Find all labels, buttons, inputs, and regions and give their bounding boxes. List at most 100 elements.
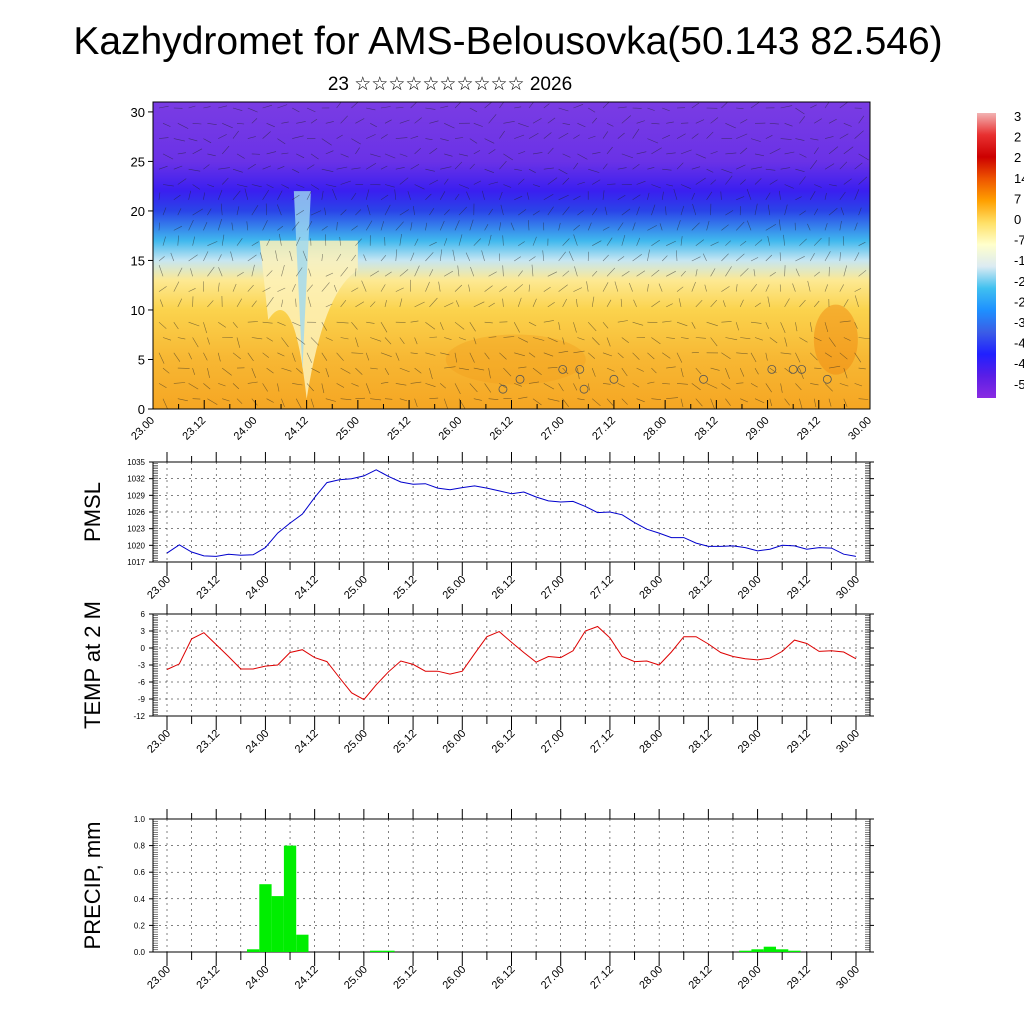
chart-title: Kazhydromet for AMS-Belousovka(50.143 82…	[73, 20, 942, 63]
y-tick-label: 0.2	[134, 921, 146, 930]
colorbar-label: -2	[1014, 274, 1024, 289]
y-tick-label: 1026	[127, 508, 145, 517]
x-tick-label: 30.00	[834, 728, 862, 756]
plot-frame	[153, 614, 870, 716]
x-tick-label: 27.00	[539, 964, 567, 992]
x-tick-label: 27.00	[539, 728, 567, 756]
x-tick-label: 24.00	[244, 574, 272, 602]
x-tick-label: 23.00	[145, 964, 173, 992]
x-tick-label: 28.12	[687, 574, 715, 602]
y-tick-label: 0.4	[134, 895, 146, 904]
x-tick-label: 27.00	[539, 415, 567, 443]
x-tick-label: 26.12	[490, 728, 518, 756]
y-tick-label: 1.0	[134, 815, 146, 824]
x-tick-label: 26.12	[490, 574, 518, 602]
x-tick-label: 25.00	[342, 964, 370, 992]
y-tick-label: -6	[138, 678, 146, 687]
precip-bar	[272, 896, 284, 952]
x-tick-label: 27.12	[588, 574, 616, 602]
x-tick-label: 24.00	[244, 964, 272, 992]
x-tick-label: 25.12	[391, 728, 419, 756]
x-tick-label: 25.00	[342, 574, 370, 602]
precip-bar	[764, 947, 776, 952]
y-tick-label: 1035	[127, 458, 145, 467]
precip-bar	[284, 846, 296, 952]
colorbar-label: 2	[1014, 150, 1021, 165]
y-tick-label: -9	[138, 695, 146, 704]
precip-bar	[247, 949, 259, 952]
colorbar-label: -2	[1014, 294, 1024, 309]
precip-bar	[382, 951, 394, 952]
precip-bar	[776, 949, 788, 952]
x-tick-label: 23.00	[145, 728, 173, 756]
x-tick-label: 27.12	[590, 415, 618, 443]
colorbar-label: -4	[1014, 356, 1024, 371]
y-tick-label: 0.0	[134, 948, 146, 957]
colorbar-label: -3	[1014, 315, 1024, 330]
x-tick-label: 29.12	[795, 415, 823, 443]
y-tick-label: 1023	[127, 525, 145, 534]
heatmap-field	[153, 99, 870, 410]
x-tick-label: 29.12	[785, 964, 813, 992]
precip-bar	[296, 935, 308, 952]
x-tick-label: 30.00	[834, 574, 862, 602]
x-tick-label: 26.00	[440, 964, 468, 992]
y-tick-label: 0.8	[134, 842, 146, 851]
colorbar-label: -7	[1014, 233, 1024, 248]
y-tick-label: 5	[138, 352, 145, 367]
x-tick-label: 29.00	[736, 964, 764, 992]
colorbar-label: -1	[1014, 253, 1024, 268]
x-tick-label: 25.00	[342, 728, 370, 756]
x-tick-label: 26.12	[488, 415, 516, 443]
x-tick-label: 26.00	[440, 574, 468, 602]
colorbar-label: 3	[1014, 109, 1021, 124]
x-tick-label: 24.12	[283, 415, 311, 443]
plots-layer: 0 5 10 15 20 25 30 23.00 23.12 24.00 24.12 25.00 25.…	[80, 99, 1024, 991]
y-tick-label: 10	[131, 303, 145, 318]
y-axis-label: PMSL	[80, 482, 105, 542]
precip-bar	[751, 949, 763, 952]
x-tick-label: 23.12	[194, 964, 222, 992]
colorbar-label: 7	[1014, 191, 1021, 206]
heatmap-warm-core	[814, 305, 858, 375]
x-tick-label: 27.12	[588, 728, 616, 756]
chart-subtitle: 23 ☆☆☆☆☆☆☆☆☆☆ 2026	[328, 74, 572, 95]
y-tick-label: 0.6	[134, 868, 146, 877]
x-tick-label: 24.12	[293, 728, 321, 756]
y-tick-label: 25	[131, 154, 145, 169]
precip-bar	[259, 884, 271, 952]
precip-bar	[788, 951, 800, 952]
series-line	[167, 470, 856, 557]
y-tick-label: 1020	[127, 541, 145, 550]
y-tick-label: 30	[131, 105, 145, 120]
x-tick-label: 28.12	[693, 415, 721, 443]
y-tick-label: 15	[131, 253, 145, 268]
x-tick-label: 29.00	[736, 574, 764, 602]
precip-bar	[739, 951, 751, 952]
colorbar-label: -4	[1014, 336, 1024, 351]
x-tick-label: 28.12	[687, 728, 715, 756]
x-tick-label: 29.00	[736, 728, 764, 756]
colorbar-label: 14	[1014, 171, 1024, 186]
colorbar-label: 2	[1014, 130, 1021, 145]
x-tick-label: 30.00	[846, 415, 874, 443]
x-tick-label: 25.12	[391, 574, 419, 602]
x-tick-label: 28.12	[687, 964, 715, 992]
y-tick-label: 1032	[127, 475, 145, 484]
x-tick-label: 28.00	[637, 728, 665, 756]
x-tick-label: 28.00	[637, 964, 665, 992]
y-tick-label: 0	[141, 644, 146, 653]
x-tick-label: 25.00	[334, 415, 362, 443]
x-tick-label: 26.12	[490, 964, 518, 992]
x-tick-label: 24.00	[244, 728, 272, 756]
x-tick-label: 24.00	[232, 415, 260, 443]
x-tick-label: 27.00	[539, 574, 567, 602]
y-tick-label: 1017	[127, 558, 145, 567]
y-tick-label: -3	[138, 661, 146, 670]
x-tick-label: 25.12	[391, 964, 419, 992]
x-tick-label: 23.12	[194, 574, 222, 602]
colorbar-label: -5	[1014, 377, 1024, 392]
x-tick-label: 24.12	[293, 964, 321, 992]
y-tick-label: 20	[131, 204, 145, 219]
